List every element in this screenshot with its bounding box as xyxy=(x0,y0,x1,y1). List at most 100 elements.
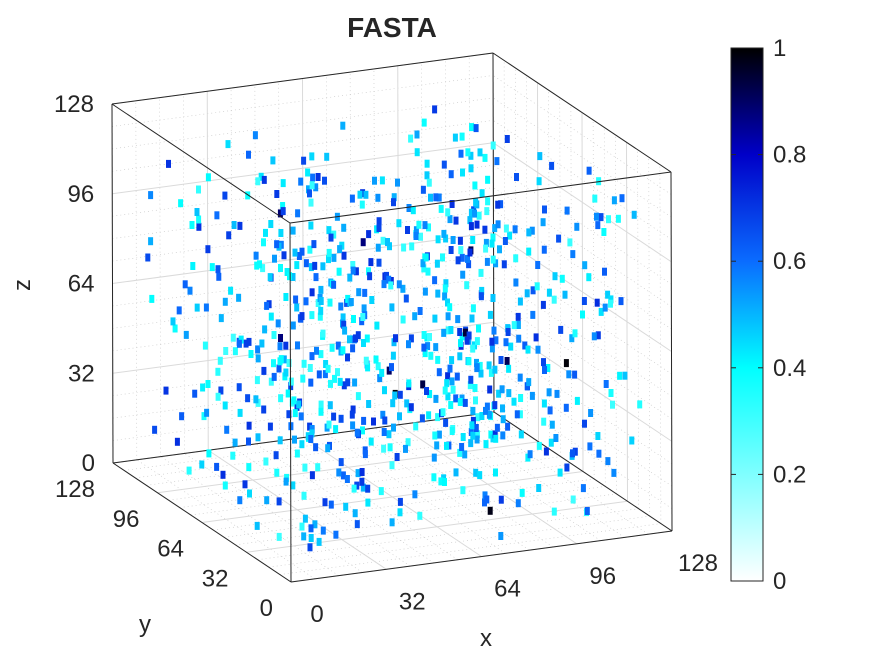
data-point xyxy=(309,425,315,433)
data-point xyxy=(421,118,427,127)
data-point xyxy=(285,389,291,398)
data-point xyxy=(556,234,562,243)
data-point xyxy=(553,434,559,442)
data-point xyxy=(500,431,506,440)
data-point xyxy=(465,148,471,157)
data-point xyxy=(298,412,304,421)
data-point xyxy=(333,425,339,434)
data-point xyxy=(483,406,488,415)
data-point xyxy=(183,330,189,339)
x-tick-label: 32 xyxy=(399,588,426,615)
data-point xyxy=(445,312,451,321)
data-point xyxy=(280,202,286,210)
data-point xyxy=(459,253,465,262)
data-point xyxy=(562,290,568,299)
data-point xyxy=(513,254,519,263)
data-point xyxy=(533,333,539,342)
data-point xyxy=(453,468,459,477)
data-point xyxy=(260,264,266,273)
data-point xyxy=(482,225,488,234)
y-tick-label: 32 xyxy=(202,565,229,592)
data-point xyxy=(414,148,420,157)
data-point xyxy=(470,431,476,440)
data-point xyxy=(445,372,451,381)
data-point xyxy=(549,161,555,170)
data-point xyxy=(190,262,196,270)
data-point xyxy=(294,449,300,458)
data-point xyxy=(397,412,402,421)
data-point xyxy=(300,374,306,383)
data-point xyxy=(336,267,342,276)
data-point xyxy=(336,468,342,477)
data-point xyxy=(424,333,430,342)
data-point xyxy=(194,303,200,312)
data-point xyxy=(478,268,484,277)
data-point xyxy=(503,224,509,233)
data-point xyxy=(218,314,224,323)
data-point xyxy=(588,409,594,417)
data-point xyxy=(277,209,283,218)
gridline xyxy=(397,65,400,425)
data-point xyxy=(441,328,447,337)
data-point xyxy=(443,279,449,288)
data-point xyxy=(374,321,380,330)
data-point xyxy=(488,368,494,377)
data-point xyxy=(360,313,366,321)
data-point xyxy=(499,385,505,394)
data-point xyxy=(347,273,353,282)
data-point xyxy=(354,481,360,490)
data-point xyxy=(152,425,158,434)
data-point xyxy=(610,400,615,409)
data-point xyxy=(280,207,286,216)
data-point xyxy=(245,394,251,403)
data-point xyxy=(318,350,324,359)
data-point xyxy=(302,463,308,472)
data-point xyxy=(440,408,446,417)
data-point xyxy=(608,389,614,397)
data-point xyxy=(352,378,358,387)
data-point xyxy=(433,394,439,403)
box-edge xyxy=(289,222,292,583)
data-point xyxy=(371,417,376,426)
box-edge xyxy=(492,52,672,173)
data-point xyxy=(176,306,182,315)
data-point xyxy=(328,379,333,388)
data-point xyxy=(458,246,464,255)
data-point xyxy=(351,315,356,323)
data-point xyxy=(557,468,563,477)
data-point xyxy=(615,214,621,223)
data-point xyxy=(563,359,569,368)
data-point xyxy=(364,334,370,343)
data-point xyxy=(459,443,465,451)
data-point xyxy=(299,440,305,449)
data-point xyxy=(414,130,420,139)
data-point xyxy=(418,232,423,241)
data-point xyxy=(467,381,473,390)
data-point xyxy=(526,247,532,256)
data-point xyxy=(350,261,356,269)
data-point xyxy=(385,238,390,246)
data-point xyxy=(264,301,270,310)
data-point xyxy=(309,181,315,190)
data-point xyxy=(366,267,371,276)
gridline xyxy=(493,232,672,352)
data-point xyxy=(226,231,232,240)
data-point xyxy=(365,484,371,493)
box-edge xyxy=(670,171,673,532)
data-point xyxy=(397,497,403,506)
data-point xyxy=(403,294,409,303)
data-point xyxy=(389,303,395,312)
z-tick-label: 64 xyxy=(68,271,95,298)
data-point xyxy=(580,310,585,319)
gridline xyxy=(201,471,584,523)
data-point xyxy=(290,481,296,490)
data-point xyxy=(308,435,314,443)
data-point xyxy=(277,342,283,351)
data-point xyxy=(470,304,476,313)
data-point xyxy=(470,406,476,415)
data-point xyxy=(323,360,329,368)
box-edge xyxy=(112,411,495,464)
data-point xyxy=(594,212,599,221)
data-point xyxy=(360,483,366,492)
data-point xyxy=(504,135,510,143)
